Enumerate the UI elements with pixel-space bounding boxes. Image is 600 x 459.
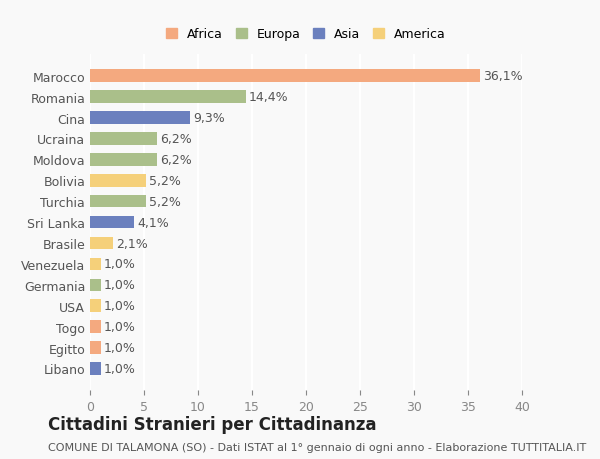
Bar [90, 279, 101, 291]
Bar [90, 258, 101, 271]
Text: 5,2%: 5,2% [149, 174, 181, 187]
Text: 9,3%: 9,3% [194, 112, 226, 125]
Text: 6,2%: 6,2% [160, 133, 192, 146]
Bar [90, 363, 101, 375]
Bar [90, 341, 101, 354]
Bar [90, 154, 157, 166]
Bar [90, 174, 146, 187]
Bar [90, 196, 146, 208]
Text: 14,4%: 14,4% [249, 91, 289, 104]
Bar [90, 300, 101, 312]
Bar [90, 112, 190, 124]
Text: 2,1%: 2,1% [116, 237, 148, 250]
Text: 1,0%: 1,0% [104, 300, 136, 313]
Bar [90, 237, 113, 250]
Text: 1,0%: 1,0% [104, 320, 136, 333]
Bar [90, 321, 101, 333]
Text: 1,0%: 1,0% [104, 258, 136, 271]
Text: 36,1%: 36,1% [483, 70, 523, 83]
Text: 1,0%: 1,0% [104, 279, 136, 291]
Text: 1,0%: 1,0% [104, 341, 136, 354]
Legend: Africa, Europa, Asia, America: Africa, Europa, Asia, America [162, 24, 450, 45]
Bar [90, 91, 245, 104]
Text: 1,0%: 1,0% [104, 362, 136, 375]
Text: 6,2%: 6,2% [160, 154, 192, 167]
Text: Cittadini Stranieri per Cittadinanza: Cittadini Stranieri per Cittadinanza [48, 415, 377, 433]
Text: 4,1%: 4,1% [137, 216, 169, 229]
Bar [90, 216, 134, 229]
Text: 5,2%: 5,2% [149, 195, 181, 208]
Bar [90, 133, 157, 146]
Bar [90, 70, 480, 83]
Text: COMUNE DI TALAMONA (SO) - Dati ISTAT al 1° gennaio di ogni anno - Elaborazione T: COMUNE DI TALAMONA (SO) - Dati ISTAT al … [48, 442, 586, 452]
